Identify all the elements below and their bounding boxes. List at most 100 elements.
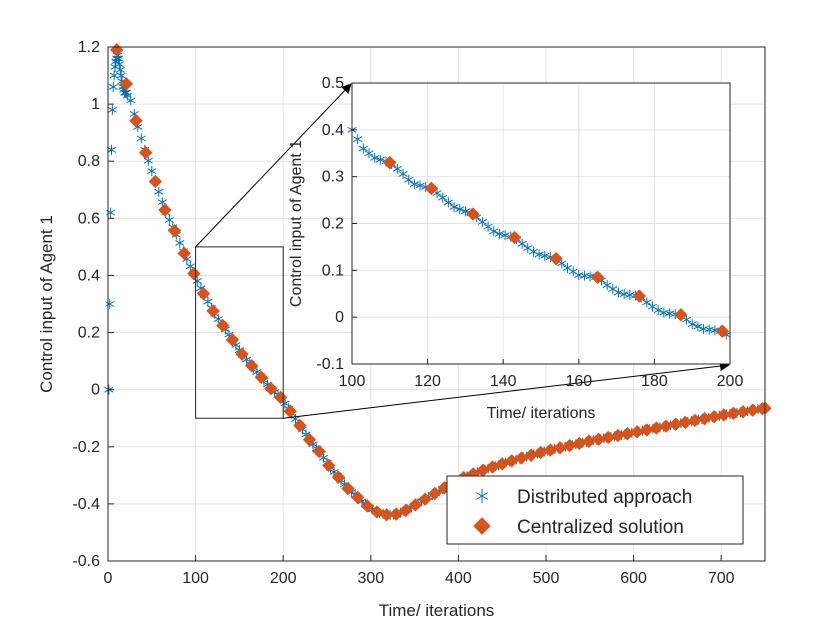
main-data-marks xyxy=(104,43,772,522)
centralized-point xyxy=(428,486,442,501)
inset-y-tick-label: 0.2 xyxy=(322,216,344,233)
main-x-tick-label: 200 xyxy=(270,570,297,587)
inset-distributed-point xyxy=(602,280,612,291)
distributed-point xyxy=(106,144,117,155)
main-x-tick-label: 700 xyxy=(708,570,735,587)
centralized-point xyxy=(129,114,143,128)
centralized-point xyxy=(302,433,317,447)
centralized-point xyxy=(341,481,355,496)
centralized-point xyxy=(216,318,230,333)
distributed-point xyxy=(115,64,125,75)
inset-x-tick-label: 140 xyxy=(490,373,517,390)
inset-distributed-point xyxy=(494,228,505,239)
inset-x-tick-label: 200 xyxy=(717,373,744,390)
distributed-point xyxy=(113,53,124,64)
main-x-tick-label: 300 xyxy=(357,570,384,587)
inset-distributed-point xyxy=(443,197,453,208)
centralized-point xyxy=(148,174,163,189)
centralized-point xyxy=(293,418,307,433)
inset-distributed-point xyxy=(517,238,527,249)
inset-y-axis-label: Control input of Agent 1 xyxy=(288,140,305,307)
inset-y-tick-label: 0.4 xyxy=(322,122,344,139)
centralized-point xyxy=(331,470,346,484)
centralized-point xyxy=(322,458,336,473)
inset-distributed-point xyxy=(687,319,697,330)
centralized-point xyxy=(399,503,413,518)
main-x-tick-label: 500 xyxy=(533,570,560,587)
inset-x-tick-label: 160 xyxy=(565,373,592,390)
main-y-axis-label: Control input of Agent 1 xyxy=(37,215,56,393)
inset-axes: 100 120 140 160 180 200 -0.1 0 0.1 0.2 0.3 0.4 0.5 T… xyxy=(288,75,743,422)
inset-distributed-point xyxy=(477,216,487,227)
centralized-point xyxy=(495,457,509,471)
main-y-tick-label: 0.8 xyxy=(78,153,100,170)
inset-distributed-point xyxy=(353,134,363,145)
inset-y-tick-label: 0.5 xyxy=(322,75,344,92)
inset-distributed-point xyxy=(449,202,459,213)
main-tick-labels: 0 100 200 300 400 500 600 700 -0.6 -0.4 -0.2 0 0.2 0.… xyxy=(72,39,734,587)
legend-marker-centralized xyxy=(473,517,491,535)
inset-distributed-point xyxy=(534,249,544,260)
inset-distributed-point xyxy=(500,230,510,241)
inset-distributed-point xyxy=(375,154,385,165)
main-y-tick-label: -0.4 xyxy=(72,496,100,513)
distributed-point xyxy=(107,104,117,115)
centralized-point xyxy=(379,508,394,522)
inset-distributed-point xyxy=(625,289,635,300)
main-y-tick-label: 0.2 xyxy=(78,325,100,342)
inset-distributed-point xyxy=(579,270,590,281)
zoom-indicator xyxy=(195,83,730,419)
centralized-point xyxy=(350,490,365,505)
centralized-point xyxy=(312,444,326,459)
inset-distributed-point xyxy=(619,289,629,300)
main-y-tick-label: -0.2 xyxy=(72,439,100,456)
centralized-point xyxy=(360,499,375,513)
inset-distributed-point xyxy=(404,174,414,185)
inset-distributed-point xyxy=(704,324,714,335)
inset-centralized-point xyxy=(466,207,480,221)
inset-distributed-point xyxy=(392,163,402,174)
centralized-point xyxy=(187,266,201,281)
centralized-point xyxy=(264,381,278,396)
centralized-point xyxy=(225,333,240,347)
inset-centralized-point xyxy=(674,308,688,322)
zoom-arrow-top xyxy=(195,83,352,248)
inset-distributed-point xyxy=(613,287,624,298)
inset-distributed-point xyxy=(415,180,425,191)
centralized-point xyxy=(196,286,211,301)
inset-data-marks xyxy=(347,124,731,340)
inset-distributed-point xyxy=(698,323,709,334)
legend-diamond xyxy=(473,517,491,535)
main-x-tick-label: 600 xyxy=(620,570,647,587)
centralized-point xyxy=(206,304,220,318)
inset-distributed-point xyxy=(370,152,380,163)
main-y-tick-label: 1.2 xyxy=(78,39,100,56)
centralized-point xyxy=(408,498,423,512)
inset-distributed-point xyxy=(364,148,374,159)
centralized-point xyxy=(370,505,384,519)
main-x-tick-label: 400 xyxy=(445,570,472,587)
inset-distributed-point xyxy=(693,321,703,332)
inset-centralized-point xyxy=(590,270,605,285)
distributed-point xyxy=(175,237,185,248)
inset-x-tick-label: 120 xyxy=(414,373,441,390)
distributed-point xyxy=(154,186,164,197)
centralized-point xyxy=(138,145,153,160)
distributed-point xyxy=(203,296,213,307)
centralized-point xyxy=(244,359,259,373)
legend-marker-distributed xyxy=(475,489,489,503)
distributed-point xyxy=(116,70,126,81)
inset-y-tick-label: -0.1 xyxy=(316,356,344,373)
legend-label-distributed: Distributed approach xyxy=(517,487,692,508)
inset-distributed-point xyxy=(358,143,368,154)
inset-centralized-point xyxy=(632,289,646,303)
centralized-point xyxy=(235,347,249,361)
zoom-arrow-bottom xyxy=(283,361,730,419)
inset-distributed-point xyxy=(409,179,419,190)
centralized-point xyxy=(254,370,269,384)
legend: Distributed approach Centralized solutio… xyxy=(446,475,744,545)
distributed-point xyxy=(164,214,174,225)
main-x-axis-label: Time/ iterations xyxy=(379,601,495,620)
main-y-tick-label: 0 xyxy=(91,382,100,399)
